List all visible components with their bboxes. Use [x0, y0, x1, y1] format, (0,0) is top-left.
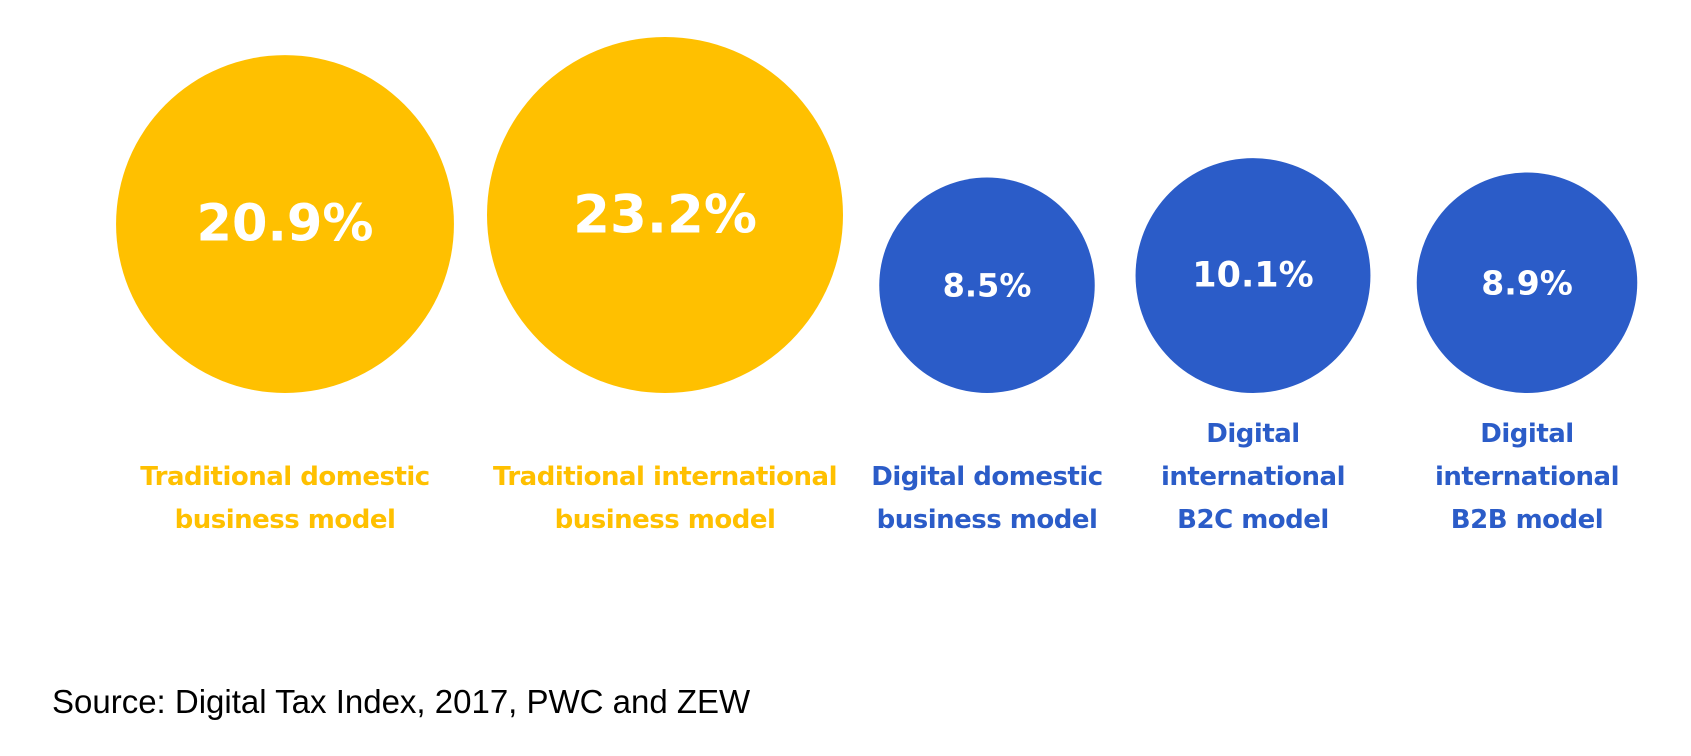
bubble-category-label: Digital domestic [871, 462, 1102, 492]
bubble-circle [879, 177, 1095, 393]
bubble-category-label: Traditional domestic [140, 462, 429, 492]
bubble-circle [1135, 158, 1371, 393]
bubble-value-label: 20.9% [197, 195, 374, 254]
bubble-value-label: 8.5% [943, 266, 1032, 304]
bubble-circle [116, 55, 454, 393]
bubble-value-label: 8.9% [1481, 263, 1573, 302]
bubble-category-label: Digital [1206, 419, 1299, 449]
bubble-value-label: 10.1% [1192, 256, 1313, 296]
bubble-5: 8.9% Digital international B2B model [1416, 172, 1638, 535]
source-note: Source: Digital Tax Index, 2017, PWC and… [52, 683, 751, 720]
bubble-category-label: B2C model [1177, 505, 1329, 535]
bubble-circle [487, 37, 843, 393]
bubble-category-label: business model [555, 505, 776, 535]
bubble-3: 8.5% Digital domestic business model [871, 177, 1103, 535]
bubble-circle [1416, 172, 1638, 393]
bubble-4: 10.1% Digital international B2C model [1135, 158, 1371, 535]
bubble-category-label: Traditional international [493, 462, 837, 492]
bubble-category-label: Digital [1480, 419, 1573, 449]
bubble-value-label: 23.2% [573, 185, 757, 246]
bubble-category-label: business model [175, 505, 396, 535]
bubble-category-label: international [1161, 462, 1345, 492]
bubble-category-label: international [1435, 462, 1619, 492]
bubble-category-label: B2B model [1451, 505, 1603, 535]
bubble-2: 23.2% Traditional international business m… [487, 37, 843, 535]
bubble-category-label: business model [877, 505, 1098, 535]
bubble-1: 20.9% Traditional domestic business model [116, 55, 454, 535]
